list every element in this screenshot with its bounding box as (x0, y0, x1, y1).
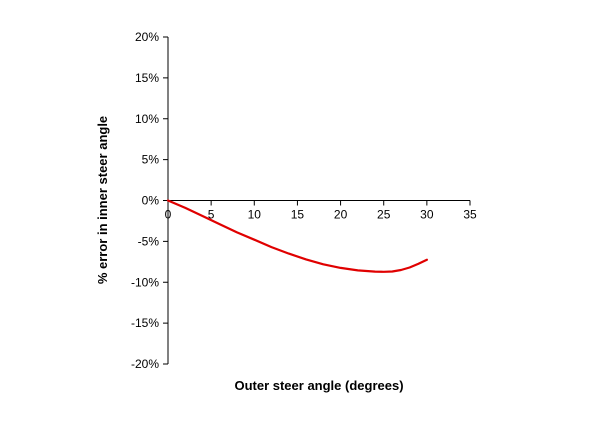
y-axis: 20% 15% 10% 5% 0% -5% -10% -15% -20% (131, 30, 169, 371)
y-tick-label: -5% (138, 234, 160, 248)
y-tick-label: 5% (142, 153, 160, 167)
x-tick-label: 20 (334, 208, 348, 222)
series-line (166, 199, 428, 273)
series-group (166, 199, 428, 273)
y-tick-label: 0% (142, 194, 160, 208)
x-tick-label: 30 (420, 208, 434, 222)
y-tick-label: -15% (131, 316, 159, 330)
y-tick-label: 15% (135, 71, 159, 85)
x-tick-label: 5 (208, 208, 215, 222)
y-tick-label: 10% (135, 112, 159, 126)
y-axis-title: % error in inner steer angle (95, 116, 110, 284)
x-tick-label: 0 (165, 208, 172, 222)
y-tick-label: -20% (131, 357, 159, 371)
x-tick-label: 35 (463, 208, 477, 222)
x-tick-label: 10 (248, 208, 262, 222)
y-tick-label: -10% (131, 275, 159, 289)
x-tick-label: 15 (291, 208, 305, 222)
x-axis: 0 5 10 15 20 25 30 35 (165, 200, 477, 222)
y-tick-label: 20% (135, 30, 159, 44)
x-tick-label: 25 (377, 208, 391, 222)
x-axis-title: Outer steer angle (degrees) (234, 378, 403, 393)
